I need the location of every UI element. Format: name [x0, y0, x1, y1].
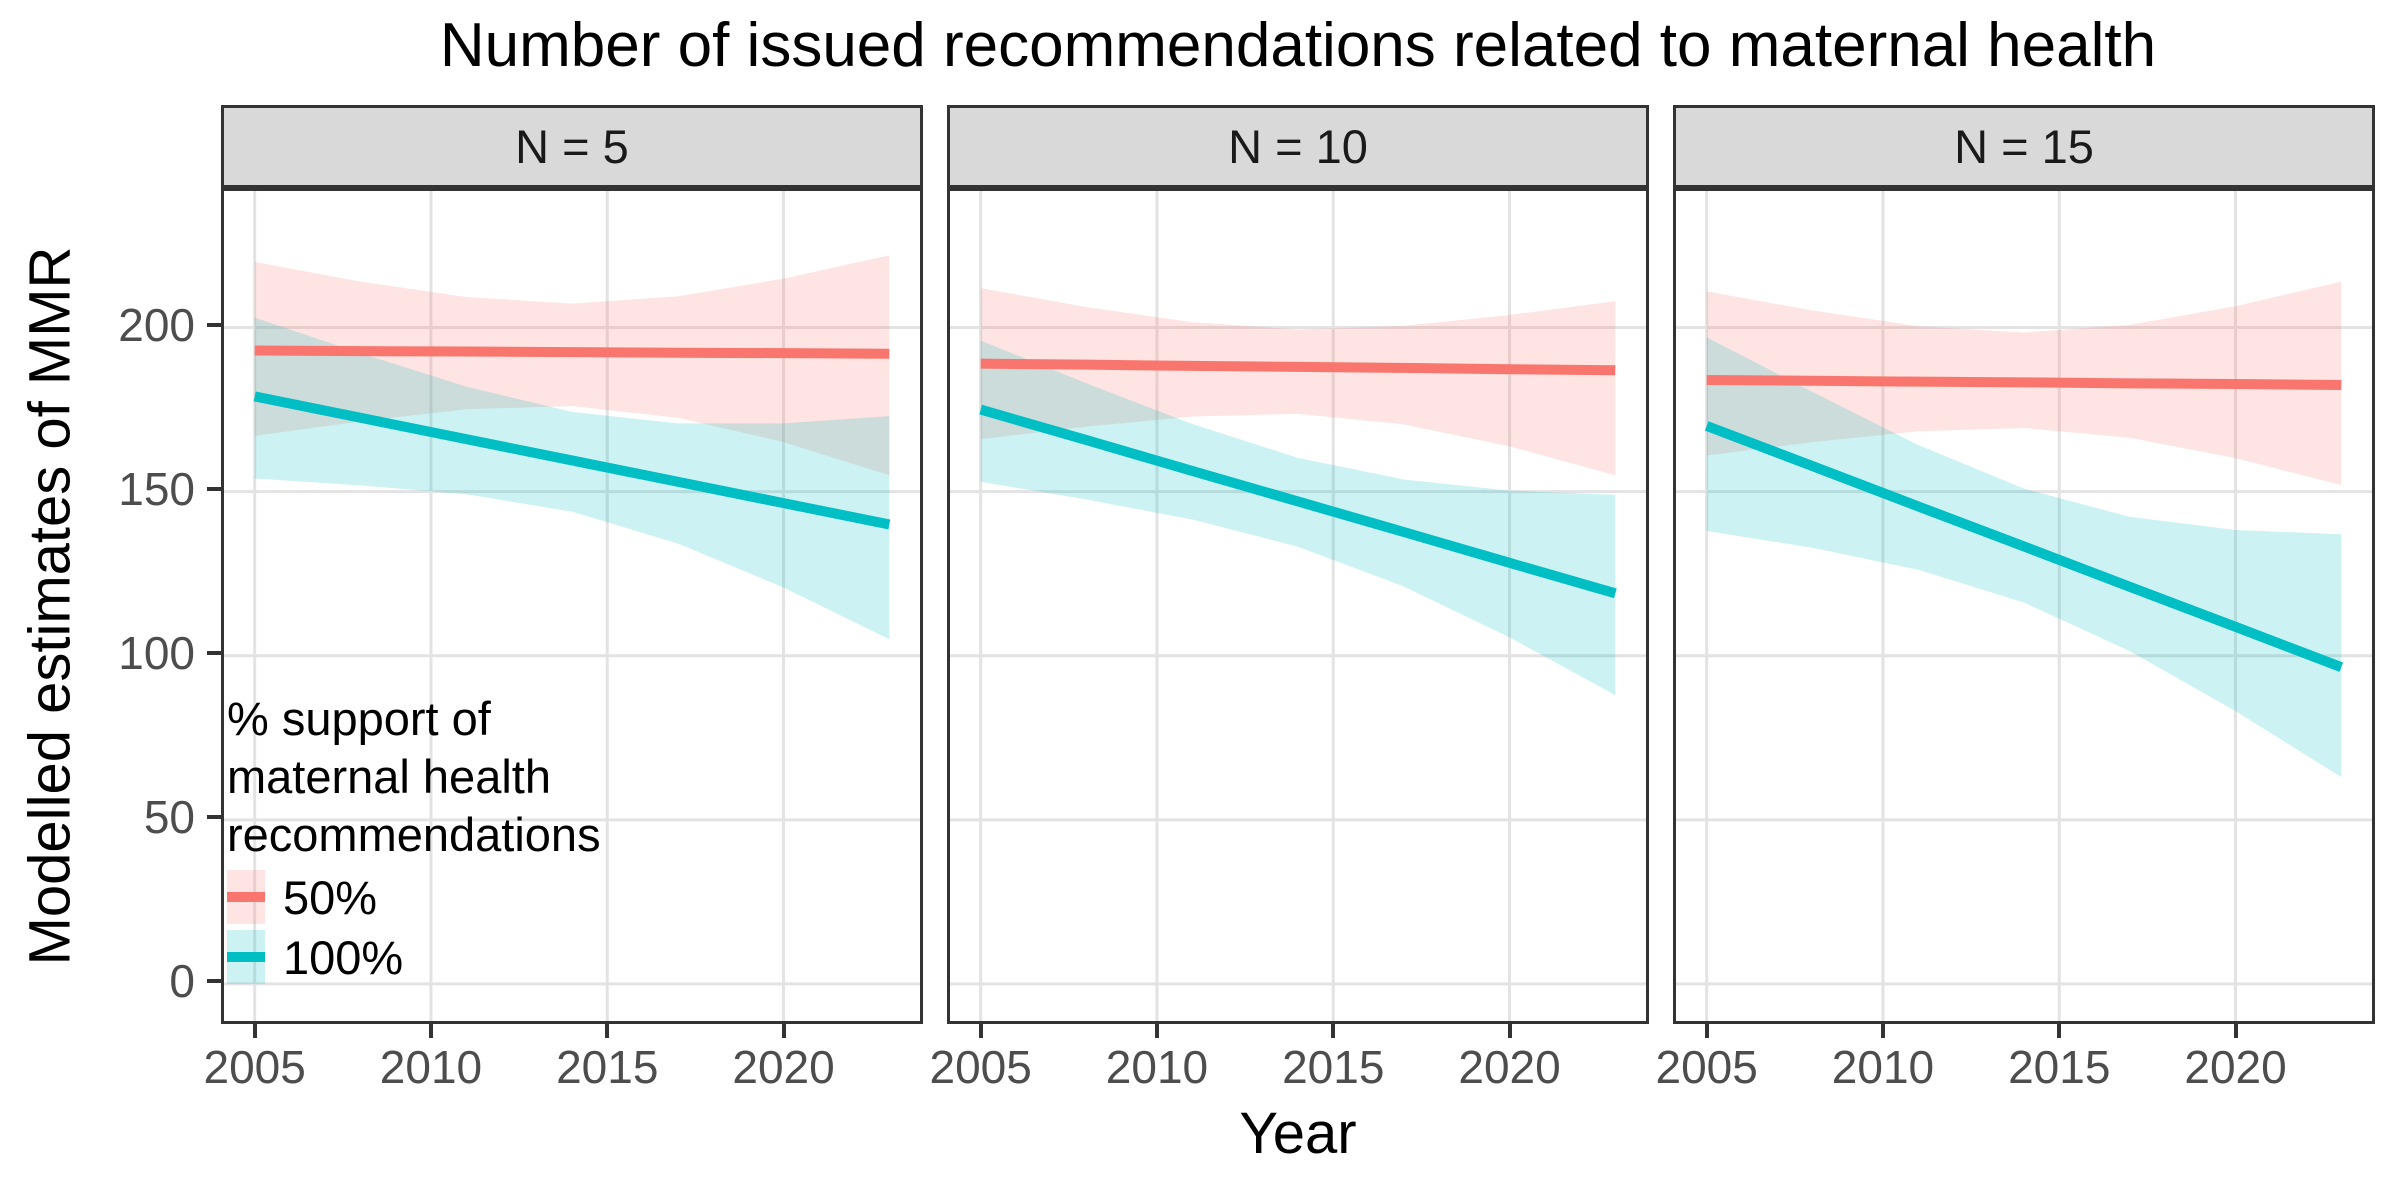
- legend-key-50-swatch: [227, 870, 265, 924]
- legend-title-line: recommendations: [227, 808, 601, 861]
- facet-panel-n5: [221, 188, 923, 1024]
- facet-strip-n10: N = 10: [947, 105, 1649, 188]
- y-tick-label: 200: [118, 298, 195, 351]
- x-tick-label: 2020: [2184, 1041, 2287, 1093]
- facet-strip-n15: N = 15: [1673, 105, 2375, 188]
- plot-area-n10: [950, 191, 1646, 1021]
- x-tick-mark: [1704, 1024, 1709, 1038]
- x-tick-label: 2010: [379, 1041, 483, 1093]
- y-axis-title: Modelled estimates of MMR: [17, 246, 83, 966]
- x-tick-mark: [1331, 1024, 1336, 1038]
- x-tick-label: 2010: [1831, 1041, 1935, 1093]
- facet-panel-n15: [1673, 188, 2375, 1024]
- x-axis-title: Year: [1239, 1101, 1357, 1166]
- y-tick-mark: [207, 322, 221, 327]
- x-tick-label: 2015: [1282, 1041, 1385, 1093]
- facet-panel-n10: [947, 188, 1649, 1024]
- x-tick-mark: [781, 1024, 786, 1038]
- x-tick-mark: [605, 1024, 610, 1038]
- x-tick-label: 2010: [1105, 1041, 1209, 1093]
- y-tick-label: 150: [118, 462, 195, 515]
- facet-strip-label: N = 5: [515, 120, 629, 173]
- facet-strip-label: N = 15: [1954, 120, 2094, 173]
- x-tick-mark: [252, 1024, 257, 1038]
- y-tick-mark: [207, 650, 221, 655]
- y-tick-label: 0: [169, 954, 195, 1007]
- y-tick-mark: [207, 978, 221, 983]
- x-tick-label: 2005: [929, 1041, 1032, 1093]
- x-tick-mark: [1154, 1024, 1159, 1038]
- legend-item-label: 100%: [283, 930, 404, 984]
- facet-strip-n5: N = 5: [221, 105, 923, 188]
- y-tick-mark: [207, 486, 221, 491]
- legend-title-line: % support of: [227, 692, 491, 745]
- y-tick-label: 100: [118, 626, 195, 679]
- plot-area-n15: [1676, 191, 2372, 1021]
- x-tick-label: 2015: [2008, 1041, 2111, 1093]
- y-tick-label: 50: [143, 790, 195, 843]
- plot-area-n5: [224, 191, 920, 1021]
- x-tick-label: 2005: [1655, 1041, 1758, 1093]
- facet-strip-label: N = 10: [1228, 120, 1368, 173]
- y-tick-mark: [207, 814, 221, 819]
- x-tick-label: 2015: [556, 1041, 659, 1093]
- legend-item-label: 50%: [283, 870, 378, 924]
- x-tick-mark: [978, 1024, 983, 1038]
- x-tick-mark: [2233, 1024, 2238, 1038]
- legend: % support of maternal health recommendat…: [227, 690, 647, 984]
- legend-item-100: 100%: [227, 930, 647, 984]
- legend-key-100-swatch: [227, 930, 265, 984]
- x-tick-mark: [2057, 1024, 2062, 1038]
- legend-item-50: 50%: [227, 870, 647, 924]
- x-tick-mark: [1880, 1024, 1885, 1038]
- x-tick-label: 2020: [1458, 1041, 1561, 1093]
- x-tick-mark: [428, 1024, 433, 1038]
- x-tick-label: 2020: [732, 1041, 835, 1093]
- x-tick-mark: [1507, 1024, 1512, 1038]
- legend-title: % support of maternal health recommendat…: [227, 690, 647, 864]
- legend-title-line: maternal health: [227, 750, 551, 803]
- x-tick-label: 2005: [203, 1041, 306, 1093]
- page-title: Number of issued recommendations related…: [439, 11, 2157, 80]
